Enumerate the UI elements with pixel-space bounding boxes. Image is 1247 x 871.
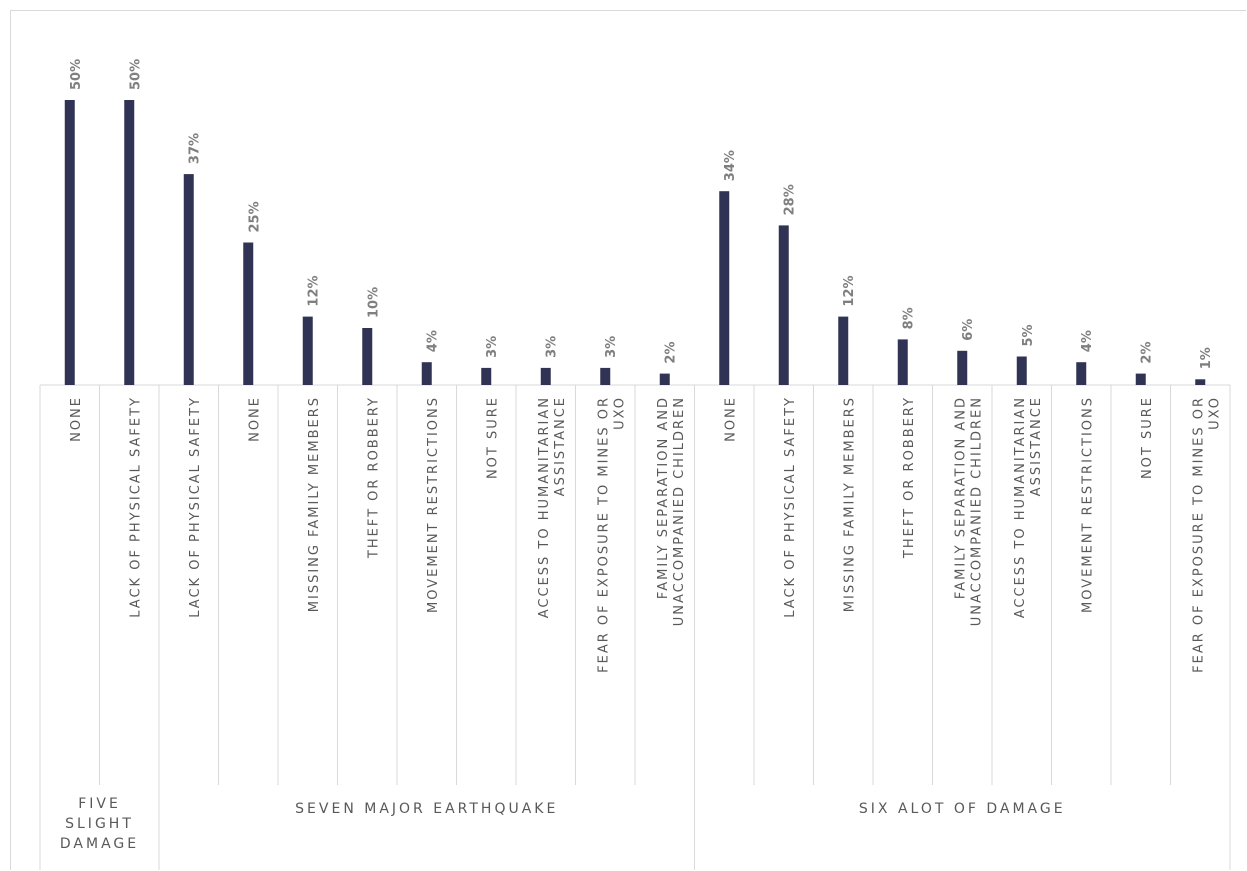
bar <box>243 242 254 385</box>
data-label: 2% <box>1140 342 1155 364</box>
data-label: 6% <box>961 319 976 341</box>
category-label: NONE <box>247 396 262 442</box>
bar <box>421 362 432 385</box>
category-label: FEAR OF EXPOSURE TO MINES ORUXO <box>596 396 627 673</box>
data-label: 3% <box>545 336 560 358</box>
bar <box>600 367 611 385</box>
data-label: 28% <box>783 184 798 215</box>
category-label: LACK OF PHYSICAL SAFETY <box>128 396 143 618</box>
category-label: MISSING FAMILY MEMBERS <box>307 396 322 612</box>
bar <box>1195 379 1206 385</box>
data-label: 1% <box>1199 347 1214 369</box>
bar <box>540 367 551 385</box>
category-label: ACCESS TO HUMANITARIANASSISTANCE <box>1013 396 1044 618</box>
bar <box>897 339 908 385</box>
bar <box>302 316 313 385</box>
data-label: 2% <box>664 342 679 364</box>
bar <box>719 191 730 385</box>
data-label: 3% <box>604 336 619 358</box>
category-label: ACCESS TO HUMANITARIANASSISTANCE <box>537 396 568 618</box>
data-label: 37% <box>188 133 203 164</box>
category-label: NONE <box>723 396 738 442</box>
data-label: 12% <box>307 275 322 306</box>
category-label: NOT SURE <box>485 396 500 479</box>
category-label: FEAR OF EXPOSURE TO MINES ORUXO <box>1191 396 1222 673</box>
bar <box>183 174 194 385</box>
bar <box>1076 362 1087 385</box>
data-label: 25% <box>247 201 262 232</box>
category-label: NONE <box>69 396 84 442</box>
data-label: 4% <box>426 330 441 352</box>
bar <box>1016 356 1027 385</box>
category-label: NOT SURE <box>1140 396 1155 479</box>
data-label: 3% <box>485 336 500 358</box>
category-label: FAMILY SEPARATION ANDUNACCOMPANIED CHILD… <box>953 396 984 626</box>
bar <box>957 350 968 385</box>
bar <box>1135 373 1146 385</box>
category-label: MISSING FAMILY MEMBERS <box>842 396 857 612</box>
category-label: FAMILY SEPARATION ANDUNACCOMPANIED CHILD… <box>656 396 687 626</box>
data-label: 5% <box>1021 324 1036 346</box>
group-label: SEVEN MAJOR EARTHQUAKE <box>295 801 558 817</box>
group-label: FIVE SLIGHT DAMAGE <box>60 796 139 852</box>
data-label: 34% <box>723 150 738 181</box>
bar <box>124 100 135 385</box>
data-label: 8% <box>902 307 917 329</box>
category-label: LACK OF PHYSICAL SAFETY <box>188 396 203 618</box>
category-label: MOVEMENT RESTRICTIONS <box>1080 396 1095 613</box>
bar <box>838 316 849 385</box>
data-label: 4% <box>1080 330 1095 352</box>
category-label: THEFT OR ROBBERY <box>902 396 917 559</box>
bar <box>481 367 492 385</box>
category-label: MOVEMENT RESTRICTIONS <box>426 396 441 613</box>
bar <box>659 373 670 385</box>
data-label: 50% <box>128 59 143 90</box>
data-label: 12% <box>842 275 857 306</box>
group-label: SIX ALOT OF DAMAGE <box>859 801 1066 817</box>
bar <box>362 328 373 385</box>
chart-frame <box>10 10 1246 870</box>
category-label: LACK OF PHYSICAL SAFETY <box>783 396 798 618</box>
data-label: 10% <box>366 287 381 318</box>
category-label: THEFT OR ROBBERY <box>366 396 381 559</box>
data-label: 50% <box>69 59 84 90</box>
bar <box>778 225 789 385</box>
bar <box>64 100 75 385</box>
